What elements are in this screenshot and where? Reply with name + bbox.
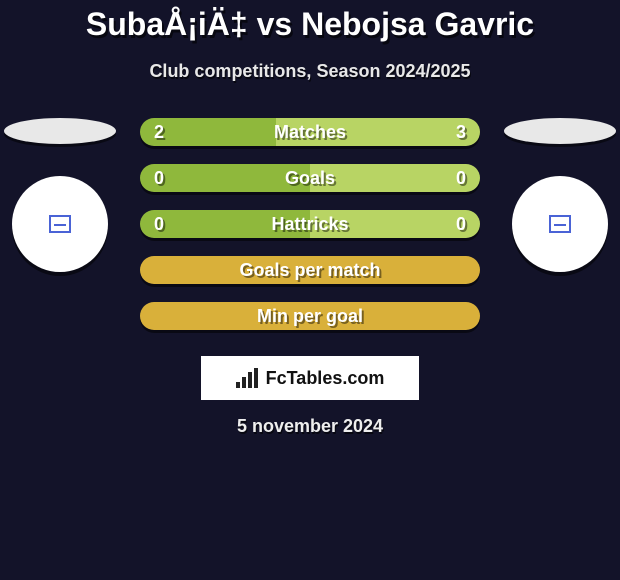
source-logo: FcTables.com xyxy=(201,356,419,400)
page-title: SubaÅ¡iÄ‡ vs Nebojsa Gavric xyxy=(0,0,620,43)
stat-left-value: 2 xyxy=(154,122,164,143)
club-icon xyxy=(49,215,71,233)
stat-bars: 23Matches00Goals00HattricksGoals per mat… xyxy=(120,118,500,348)
subtitle: Club competitions, Season 2024/2025 xyxy=(0,61,620,82)
stat-right-value: 0 xyxy=(456,214,466,235)
comparison-body: 23Matches00Goals00HattricksGoals per mat… xyxy=(0,118,620,348)
player2-name: Nebojsa Gavric xyxy=(301,6,534,42)
stat-bar: Min per goal xyxy=(140,302,480,330)
stat-bar: 00Hattricks xyxy=(140,210,480,238)
stat-bar: 00Goals xyxy=(140,164,480,192)
player1-photo-placeholder xyxy=(4,118,116,144)
source-logo-text: FcTables.com xyxy=(266,368,385,389)
club-icon xyxy=(549,215,571,233)
date-text: 5 november 2024 xyxy=(0,416,620,437)
right-side xyxy=(500,118,620,272)
player1-name: SubaÅ¡iÄ‡ xyxy=(86,6,248,42)
player2-photo-placeholder xyxy=(504,118,616,144)
chart-icon xyxy=(236,368,260,388)
player1-club-badge xyxy=(12,176,108,272)
vs-text: vs xyxy=(257,6,293,42)
stat-right-value: 0 xyxy=(456,168,466,189)
stat-left-value: 0 xyxy=(154,214,164,235)
stat-bar: Goals per match xyxy=(140,256,480,284)
player2-club-badge xyxy=(512,176,608,272)
stat-right-value: 3 xyxy=(456,122,466,143)
stat-left-value: 0 xyxy=(154,168,164,189)
stat-bar: 23Matches xyxy=(140,118,480,146)
left-side xyxy=(0,118,120,272)
